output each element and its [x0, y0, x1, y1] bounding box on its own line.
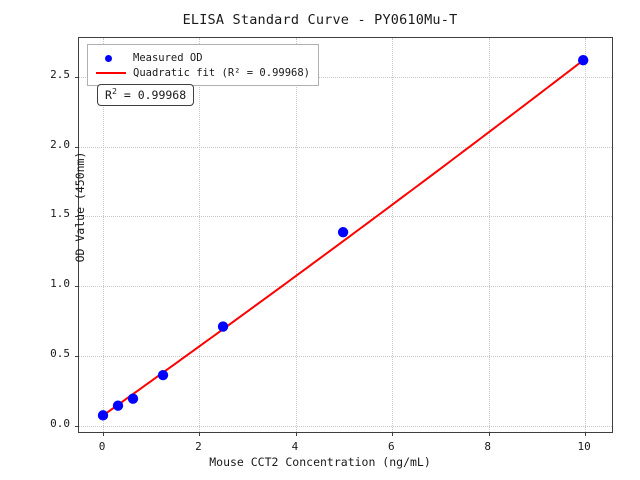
y-tick-mark: [75, 286, 79, 288]
gridline-horizontal: [79, 77, 612, 79]
x-tick-mark: [295, 432, 297, 436]
r2-value: = 0.99968: [116, 88, 187, 102]
data-point: [127, 393, 139, 404]
x-tick-label: 8: [484, 440, 491, 453]
data-point: [578, 55, 589, 66]
x-tick-mark: [488, 432, 490, 436]
measured-od-markers: [97, 55, 589, 421]
gridline-horizontal: [79, 216, 612, 218]
y-axis-label: OD Value (450nm): [73, 151, 87, 263]
r2-exponent: 2: [111, 86, 117, 97]
x-tick-label: 0: [98, 440, 106, 453]
y-tick-label: 0.5: [50, 346, 70, 360]
legend-entry-quadratic-fit: Quadratic fit (R² = 0.99968): [94, 65, 310, 80]
legend: Measured OD Quadratic fit (R² = 0.99968): [87, 44, 320, 86]
x-tick-mark: [585, 432, 587, 436]
legend-label-quadratic-fit: Quadratic fit (R² = 0.99968): [133, 66, 311, 79]
data-point: [157, 369, 169, 381]
y-tick-label: 2.0: [50, 137, 70, 151]
quadratic-fit-line: [102, 59, 584, 417]
r2-annotation: R2 = 0.99968: [97, 84, 195, 106]
x-tick-mark: [103, 432, 105, 436]
y-tick-mark: [75, 77, 79, 79]
gridline-horizontal: [79, 425, 612, 427]
y-tick-label: 0.0: [50, 416, 70, 430]
chart-title: ELISA Standard Curve - PY0610Mu-T: [182, 12, 458, 28]
data-point: [112, 400, 124, 411]
gridlines: [79, 38, 612, 432]
data-point: [97, 410, 109, 421]
gridline-vertical: [392, 38, 394, 432]
y-tick-mark: [75, 355, 79, 357]
gridline-horizontal: [79, 146, 612, 148]
y-tick-label: 1.0: [50, 277, 70, 291]
x-tick-label: 2: [195, 440, 202, 453]
y-tick-mark: [75, 425, 79, 427]
y-tick-label: 1.5: [50, 207, 70, 221]
x-axis-label: Mouse CCT2 Concentration (ng/mL): [209, 455, 431, 469]
legend-label-measured-od: Measured OD: [133, 51, 203, 64]
gridline-vertical: [488, 38, 490, 432]
plot-area: Measured OD Quadratic fit (R² = 0.99968)…: [75, 37, 613, 436]
x-tick-mark: [392, 432, 394, 436]
gridline-vertical: [295, 38, 297, 432]
y-tick-mark: [75, 216, 79, 218]
gridline-vertical: [585, 38, 587, 432]
data-point: [337, 227, 349, 238]
quadratic-fit-line-icon: [94, 66, 128, 79]
r2-prefix: R: [105, 88, 112, 102]
data-point: [217, 321, 229, 332]
x-tick-mark: [199, 432, 201, 436]
gridline-vertical: [103, 38, 105, 432]
x-tick-label: 10: [577, 440, 591, 453]
y-tick-mark: [75, 146, 79, 148]
gridline-horizontal: [79, 286, 612, 288]
data-series-layer: [97, 55, 589, 421]
legend-entry-measured-od: Measured OD: [94, 50, 310, 65]
gridline-vertical: [199, 38, 201, 432]
y-tick-label: 2.5: [50, 68, 70, 82]
gridline-horizontal: [79, 355, 612, 357]
x-tick-label: 6: [387, 440, 395, 453]
x-tick-label: 4: [291, 440, 299, 453]
measured-od-dot-icon: [94, 51, 128, 64]
